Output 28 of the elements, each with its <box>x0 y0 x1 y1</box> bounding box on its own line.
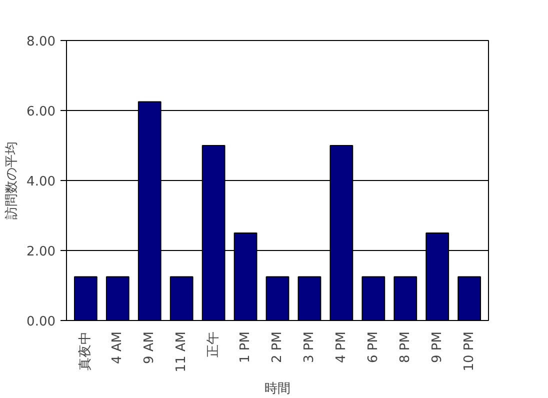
bar <box>74 276 98 320</box>
bar <box>106 276 130 320</box>
y-tick-label: 2.00 <box>26 244 56 260</box>
x-tick-label: 2 PM <box>270 331 285 363</box>
bar <box>298 276 322 320</box>
x-tick-label: 6 PM <box>366 331 381 363</box>
x-tick-label: 真夜中 <box>77 332 94 370</box>
bar <box>266 276 290 320</box>
x-tick-label: 正午 <box>206 332 222 358</box>
bar <box>170 276 194 320</box>
bar <box>394 276 418 320</box>
y-tick-label: 4.00 <box>26 174 56 190</box>
x-tick-label: 9 AM <box>142 331 158 364</box>
x-tick-label: 1 PM <box>238 331 254 363</box>
bar <box>458 276 482 320</box>
x-tick-label: 10 PM <box>462 331 477 372</box>
y-tick-label: 8.00 <box>26 34 56 50</box>
y-tick-label: 0.00 <box>26 314 56 330</box>
bar <box>362 276 386 320</box>
x-tick-label: 4 PM <box>334 331 349 363</box>
x-axis-title: 時間 <box>264 380 290 396</box>
x-tick-label: 4 AM <box>110 331 126 364</box>
y-axis-title: 訪問数の平均 <box>4 142 19 220</box>
x-tick-label: 11 AM <box>174 331 190 372</box>
x-tick-label: 8 PM <box>398 331 413 363</box>
y-tick-label: 6.00 <box>26 104 56 120</box>
x-tick-label: 9 PM <box>430 331 445 363</box>
x-tick-label: 3 PM <box>302 331 317 363</box>
